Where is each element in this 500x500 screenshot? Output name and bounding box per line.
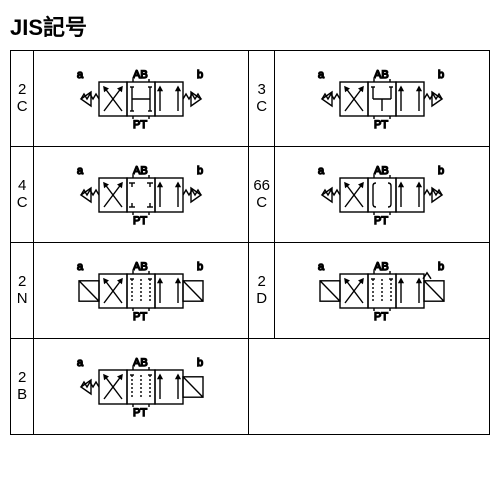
svg-text:a: a <box>77 165 84 177</box>
svg-text:AB: AB <box>374 165 389 177</box>
svg-text:AB: AB <box>133 69 148 81</box>
diagram-2B: a b AB PT <box>34 339 249 435</box>
label-2C: 2 C <box>11 51 34 147</box>
svg-text:a: a <box>77 69 84 81</box>
svg-text:b: b <box>438 165 444 177</box>
diagram-66C: a b AB PT <box>275 147 490 243</box>
svg-text:a: a <box>77 357 84 369</box>
valve-symbol-table: 2 C a b AB PT 3 C a b AB PT 4 C a b AB PT 66 C <box>10 50 490 435</box>
svg-text:AB: AB <box>133 165 148 177</box>
label-4C: 4 C <box>11 147 34 243</box>
svg-text:b: b <box>438 261 444 273</box>
svg-text:AB: AB <box>374 261 389 273</box>
svg-text:AB: AB <box>133 261 148 273</box>
label-2D: 2 D <box>249 243 275 339</box>
svg-text:PT: PT <box>374 119 388 131</box>
svg-text:PT: PT <box>133 311 147 323</box>
svg-text:PT: PT <box>374 311 388 323</box>
diagram-2D: a b AB PT <box>275 243 490 339</box>
svg-text:a: a <box>318 165 325 177</box>
page-title: JIS記号 <box>10 10 490 42</box>
svg-text:b: b <box>197 261 203 273</box>
diagram-3C: a b AB PT <box>275 51 490 147</box>
svg-text:PT: PT <box>374 215 388 227</box>
diagram-2N: a b AB PT <box>34 243 249 339</box>
svg-text:b: b <box>197 69 203 81</box>
svg-text:PT: PT <box>133 215 147 227</box>
svg-text:PT: PT <box>133 119 147 131</box>
label-3C: 3 C <box>249 51 275 147</box>
svg-text:b: b <box>438 69 444 81</box>
svg-text:a: a <box>318 69 325 81</box>
label-2B: 2 B <box>11 339 34 435</box>
svg-text:b: b <box>197 165 203 177</box>
empty-cell <box>249 339 490 435</box>
svg-text:a: a <box>318 261 325 273</box>
svg-text:AB: AB <box>133 357 148 369</box>
svg-text:PT: PT <box>133 407 147 419</box>
diagram-4C: a b AB PT <box>34 147 249 243</box>
label-66C: 66 C <box>249 147 275 243</box>
label-2N: 2 N <box>11 243 34 339</box>
svg-text:a: a <box>77 261 84 273</box>
diagram-2C: a b AB PT <box>34 51 249 147</box>
svg-text:AB: AB <box>374 69 389 81</box>
svg-text:b: b <box>197 357 203 369</box>
